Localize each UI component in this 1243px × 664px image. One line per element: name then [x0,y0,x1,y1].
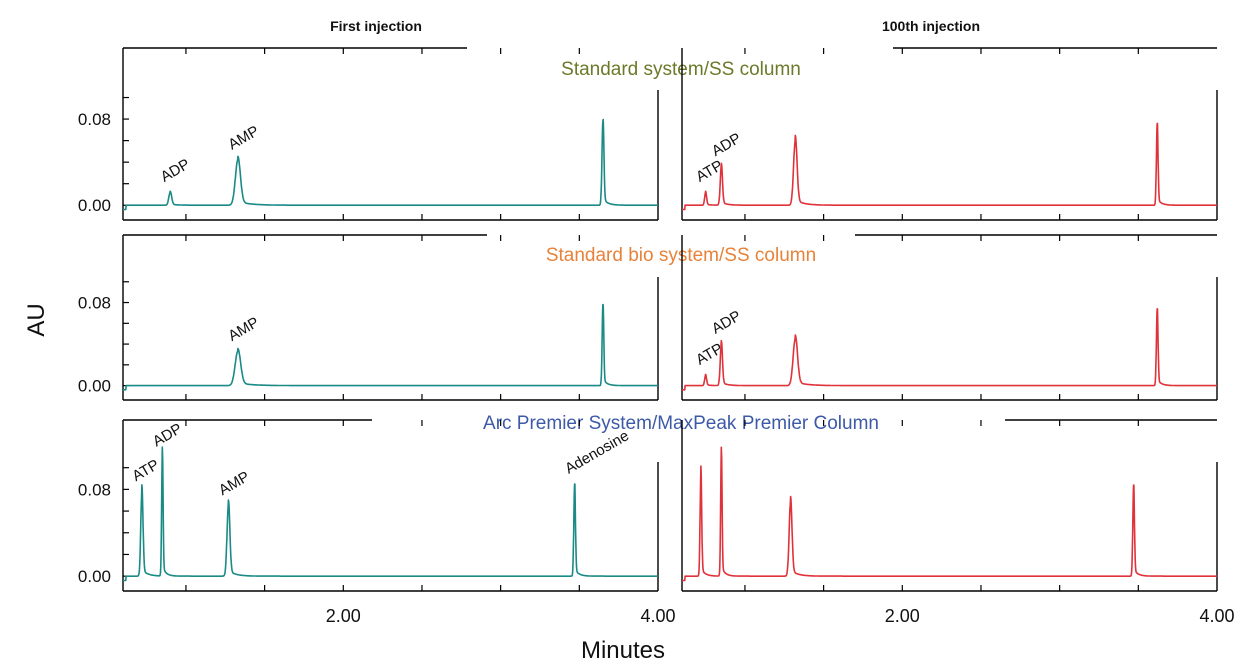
peak-label: ADP [709,307,744,337]
y-tick-label: 0.08 [78,294,111,313]
first-injection-trace [122,446,659,582]
x-tick-label: 4.00 [640,606,675,626]
hundredth-injection-trace [681,122,1218,211]
first-injection-trace [122,303,659,391]
peak-label: AMP [216,468,253,499]
x-tick-label: 4.00 [1199,606,1234,626]
x-tick-label: 2.00 [326,606,361,626]
x-axis-label: Minutes [581,637,665,664]
peak-label: Adenosine [562,427,632,477]
column-header-first: First injection [330,18,422,34]
hundredth-injection-trace [681,308,1218,391]
y-tick-label: 0.00 [78,377,111,396]
y-tick-label: 0.08 [78,480,111,499]
y-tick-label: 0.00 [78,196,111,215]
hundredth-injection-trace [681,446,1218,582]
first-injection-trace [122,118,659,211]
condition-title: Standard bio system/SS column [546,245,816,266]
peak-label: AMP [225,122,262,153]
peak-label: ATP [129,456,162,485]
peak-label: ADP [158,156,193,186]
peak-label: ADP [150,420,185,450]
y-axis-label: AU [23,303,50,336]
condition-title: Standard system/SS column [561,59,801,80]
column-header-hundredth: 100th injection [882,18,980,34]
y-tick-label: 0.00 [78,567,111,586]
peak-label: ADP [709,130,744,160]
peak-label: AMP [225,314,262,345]
x-tick-label: 2.00 [885,606,920,626]
y-tick-label: 0.08 [78,110,111,129]
condition-title: Arc Premier System/MaxPeak Premier Colum… [483,413,879,434]
